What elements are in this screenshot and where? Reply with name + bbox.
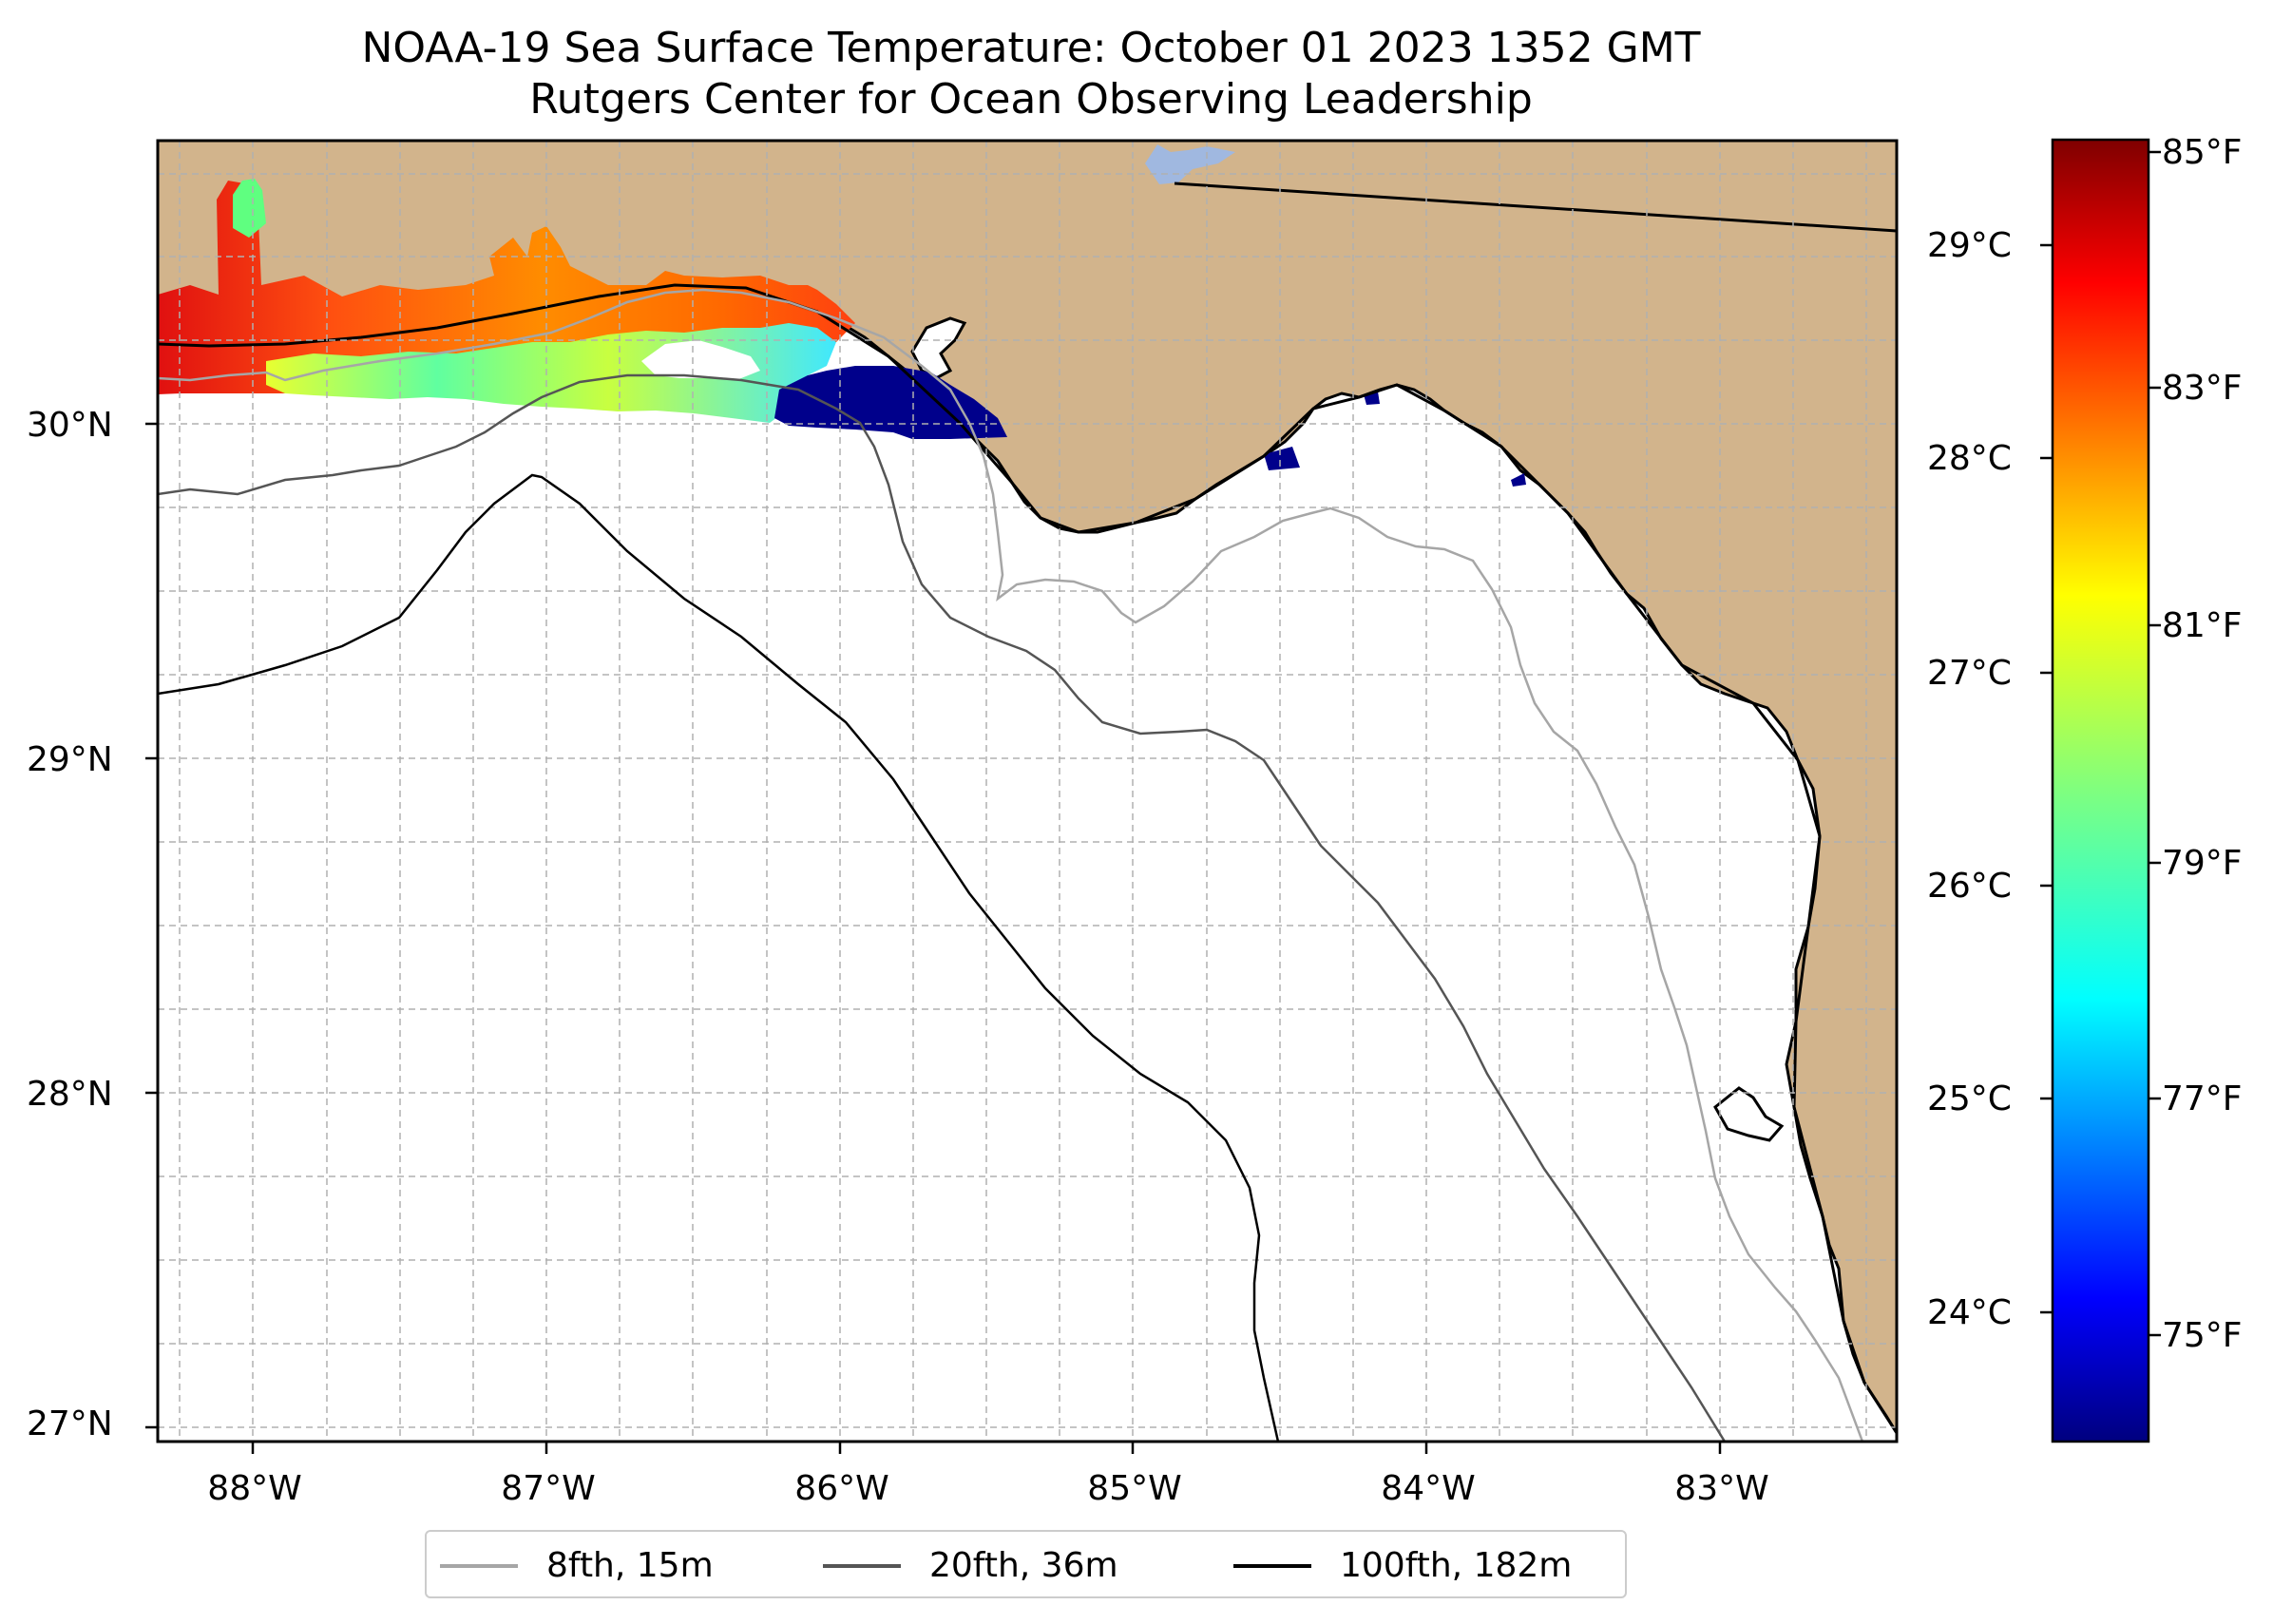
colorbar-c-label-27: 27°C [1927,654,2012,693]
map-area [158,141,1897,1442]
map-frame [156,139,1899,1443]
colorbar-c-label-29: 29°C [1927,226,2012,265]
lon-label-84w: 84°W [1381,1469,1476,1508]
legend-label-8fth: 8fth, 15m [546,1546,714,1585]
colorbar-f-label-81: 81°F [2162,606,2243,645]
colorbar [2051,138,2150,1443]
lon-label-86w: 86°W [794,1469,889,1508]
colorbar-f-label-75: 75°F [2162,1316,2243,1355]
lon-label-85w: 85°W [1087,1469,1182,1508]
legend-swatch-20fth [823,1564,901,1568]
lon-label-83w: 83°W [1674,1469,1769,1508]
contour-legend: 8fth, 15m 20fth, 36m 100fth, 182m [425,1530,1627,1598]
colorbar-ticks [2040,150,2161,1337]
lat-label-27n: 27°N [27,1404,113,1443]
legend-item-8fth: 8fth, 15m [440,1532,714,1600]
lat-label-29n: 29°N [27,740,113,779]
colorbar-c-label-28: 28°C [1927,439,2012,478]
legend-swatch-100fth [1233,1564,1311,1568]
colorbar-c-label-25: 25°C [1927,1079,2012,1118]
colorbar-c-label-24: 24°C [1927,1293,2012,1332]
sst-mobile-plume [233,179,266,238]
sst-gap [641,340,760,380]
colorbar-f-label-85: 85°F [2162,133,2243,172]
legend-swatch-8fth [440,1564,518,1568]
sst-cold-patch [774,366,1007,439]
legend-label-20fth: 20fth, 36m [929,1546,1118,1585]
lat-label-30n: 30°N [27,406,113,445]
lon-label-87w: 87°W [501,1469,596,1508]
lat-label-28n: 28°N [27,1075,113,1114]
coastline [158,283,1897,1434]
contour-8fth [158,288,1864,1442]
colorbar-f-label-77: 77°F [2162,1079,2243,1118]
lon-label-88w: 88°W [207,1469,302,1508]
legend-item-20fth: 20fth, 36m [823,1532,1118,1600]
axis-ticks [145,422,1722,1454]
contour-100fth [158,473,1280,1442]
legend-label-100fth: 100fth, 182m [1340,1546,1573,1585]
legend-item-100fth: 100fth, 182m [1233,1532,1572,1600]
colorbar-f-label-79: 79°F [2162,844,2243,883]
colorbar-f-label-83: 83°F [2162,369,2243,408]
gridlines [158,141,1897,1442]
figure-subtitle: Rutgers Center for Ocean Observing Leade… [529,75,1533,124]
bay-inlet-2 [1713,1086,1785,1142]
colorbar-c-label-26: 26°C [1927,867,2012,906]
state-boundary [1174,182,1897,233]
contour-20fth [158,373,1727,1442]
sst-cold-spot-3 [1511,473,1526,487]
figure-title: NOAA-19 Sea Surface Temperature: October… [361,24,1701,72]
sst-cold-spot-1 [1264,447,1300,470]
